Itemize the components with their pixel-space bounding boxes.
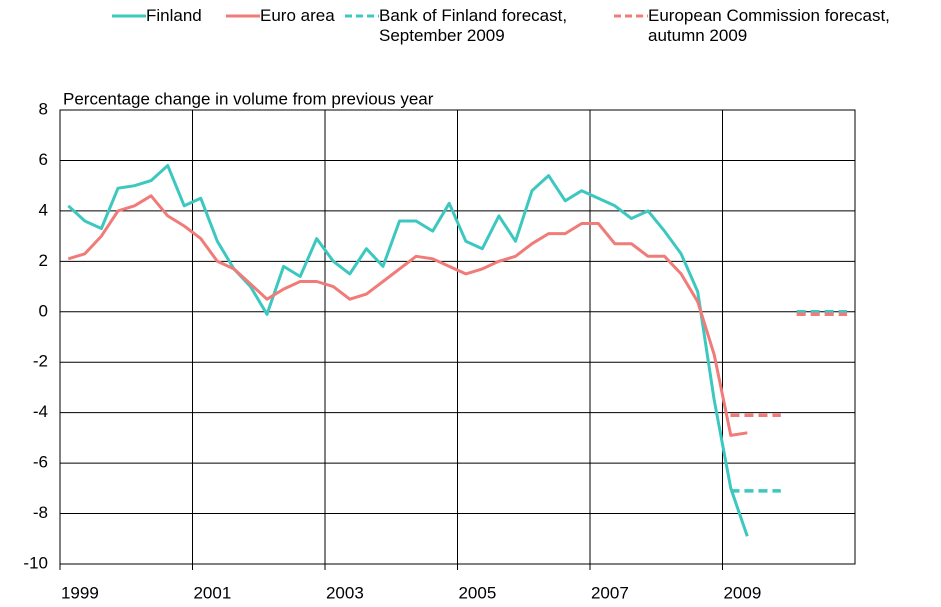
series-line xyxy=(67,164,749,537)
legend-swatch xyxy=(112,14,146,18)
legend-label: Bank of Finland forecast, September 2009 xyxy=(379,6,568,45)
y-axis-label: Percentage change in volume from previou… xyxy=(63,89,434,108)
legend-swatch xyxy=(226,14,260,18)
legend-item: Finland xyxy=(112,6,222,46)
y-tick-label: -6 xyxy=(33,453,48,472)
x-tick-label: 2001 xyxy=(193,583,231,602)
legend-item: Bank of Finland forecast, September 2009 xyxy=(345,6,610,46)
y-tick-label: 2 xyxy=(39,251,48,270)
legend-label: Finland xyxy=(146,6,202,25)
y-tick-label: -4 xyxy=(33,402,48,421)
y-tick-label: 6 xyxy=(39,150,48,169)
plot-frame xyxy=(59,109,856,565)
legend-item: Euro area xyxy=(226,6,341,46)
y-tick-label: -10 xyxy=(23,553,48,572)
legend: Finland Euro area Bank of Finland forecast… xyxy=(112,6,918,46)
y-tick-label: 8 xyxy=(39,99,48,118)
x-tick-label: 2007 xyxy=(591,583,629,602)
y-tick-label: -8 xyxy=(33,503,48,522)
x-tick-label: 2005 xyxy=(458,583,496,602)
y-tick-label: 0 xyxy=(39,301,48,320)
x-tick-label: 2003 xyxy=(326,583,364,602)
x-tick-label: 2009 xyxy=(723,583,761,602)
y-tick-label: -2 xyxy=(33,352,48,371)
x-tick-label: 1999 xyxy=(61,583,99,602)
legend-swatch xyxy=(345,14,379,18)
series-line xyxy=(67,194,748,437)
legend-label: European Commission forecast, autumn 200… xyxy=(648,6,890,45)
legend-swatch xyxy=(614,14,648,18)
legend-item: European Commission forecast, autumn 200… xyxy=(614,6,914,46)
y-tick-label: 4 xyxy=(39,200,48,219)
legend-label: Euro area xyxy=(260,6,335,25)
